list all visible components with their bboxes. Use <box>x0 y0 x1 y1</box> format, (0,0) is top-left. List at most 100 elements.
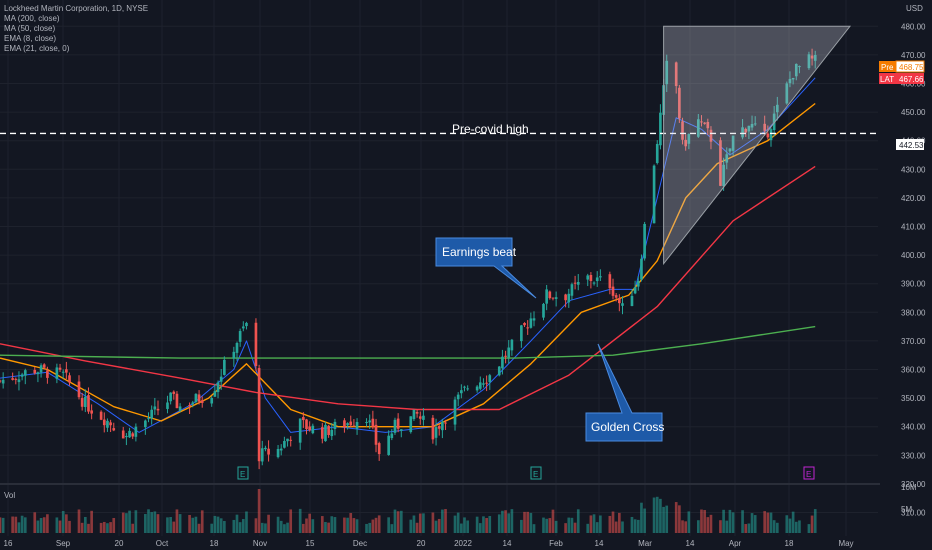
volume-bar <box>791 511 795 533</box>
volume-bar <box>1 517 5 533</box>
volume-bar <box>409 519 413 533</box>
candle-body <box>788 78 792 84</box>
ascending-triangle <box>663 25 852 266</box>
volume-bar <box>254 518 258 533</box>
ma50-line <box>0 165 816 411</box>
volume-bar <box>548 518 552 533</box>
volume-bar <box>102 521 106 533</box>
candle-body <box>412 409 416 420</box>
pre-price-tag: Pre 468.75 <box>879 60 925 73</box>
candle-body <box>595 277 599 282</box>
candle-body <box>542 303 545 318</box>
pre-covid-high-label[interactable]: Pre-covid high <box>452 122 529 136</box>
time-tick-label: 20 <box>417 539 426 548</box>
volume-bar <box>14 516 18 533</box>
indicator-ma200[interactable]: MA (200, close) <box>4 14 60 23</box>
candle-body <box>333 421 337 429</box>
candle-body <box>134 426 138 437</box>
earnings-marker-jan[interactable]: E <box>530 466 542 480</box>
volume-bar <box>390 524 394 533</box>
volume-bar <box>365 523 368 533</box>
volume-bar <box>453 515 457 533</box>
volume-bar <box>355 519 359 533</box>
golden-cross-callout[interactable]: Golden Cross <box>585 343 664 442</box>
candle-body <box>453 399 457 425</box>
time-tick-label: 14 <box>595 539 604 548</box>
candle-body <box>368 420 372 423</box>
volume-bar <box>750 513 754 533</box>
time-axis[interactable] <box>0 536 932 550</box>
candle-body <box>42 364 46 368</box>
indicator-ema8[interactable]: EMA (8, close) <box>4 34 57 43</box>
volume-bar <box>570 517 574 533</box>
volume-bar <box>305 518 308 533</box>
price-axis[interactable] <box>880 0 932 536</box>
volume-bar <box>475 516 479 533</box>
volume-bar <box>55 517 59 533</box>
volume-bar <box>213 515 217 533</box>
volume-bar <box>507 513 511 533</box>
volume-bar <box>393 509 397 533</box>
time-tick-label: 15 <box>306 539 315 548</box>
candle-body <box>200 400 204 403</box>
candle-body <box>102 419 106 426</box>
symbol-title[interactable]: Lockheed Martin Corporation, 1D, NYSE <box>4 4 149 13</box>
drawings[interactable] <box>0 25 878 266</box>
candle-body <box>23 370 27 376</box>
volume-bar <box>178 514 182 533</box>
volume-bar <box>279 520 283 533</box>
volume-bar <box>772 520 776 533</box>
volume-bar <box>437 518 441 533</box>
volume-bar <box>106 523 109 533</box>
candle-body <box>241 326 245 329</box>
volume-bar <box>412 515 416 533</box>
volume-bar <box>87 523 90 533</box>
volume-bar <box>415 522 419 533</box>
time-tick-label: May <box>838 539 853 548</box>
volume-bar <box>20 515 24 533</box>
volume-bar <box>188 514 191 533</box>
candle-body <box>643 223 646 259</box>
volume-bar <box>456 512 460 533</box>
volume-bar <box>99 522 103 533</box>
volume-bar <box>197 523 201 533</box>
price-tick-label: 310.00 <box>901 508 926 517</box>
candle-body <box>551 297 555 299</box>
volume-bar <box>216 516 220 533</box>
candle-body <box>169 392 172 402</box>
price-tick-label: 370.00 <box>901 337 926 346</box>
candle-body <box>564 294 567 301</box>
volume-bar <box>77 509 81 533</box>
candle-body <box>608 274 612 289</box>
price-tick-label: 410.00 <box>901 222 926 231</box>
candle-body <box>665 60 669 85</box>
candle-body <box>197 394 201 402</box>
volume-bar <box>289 509 293 533</box>
candle-body <box>576 282 580 285</box>
volume-bar <box>510 509 514 533</box>
candle-body <box>554 297 558 299</box>
candle-body <box>14 378 18 380</box>
indicator-ema21[interactable]: EMA (21, close, 0) <box>4 44 70 53</box>
volume-bar <box>794 521 798 533</box>
earnings-beat-callout[interactable]: Earnings beat <box>435 237 537 299</box>
candle-body <box>678 87 681 119</box>
candle-body <box>659 112 662 146</box>
volume-bar <box>611 511 615 533</box>
candle-body <box>763 123 767 131</box>
time-tick-label: 14 <box>686 539 695 548</box>
earnings-marker-apr[interactable]: E <box>803 466 815 480</box>
indicator-ma50[interactable]: MA (50, close) <box>4 24 56 33</box>
earnings-marker-oct[interactable]: E <box>237 466 249 480</box>
volume-bar <box>90 510 93 533</box>
candle-body <box>592 282 596 284</box>
candle-body <box>722 164 725 187</box>
volume-bar <box>485 517 488 533</box>
candle-body <box>728 148 732 152</box>
volume-bar <box>434 520 438 533</box>
volume-bar <box>662 506 665 533</box>
svg-text:468.75: 468.75 <box>899 63 924 72</box>
volume-tick-label: 5M <box>901 505 912 514</box>
volume-bar <box>813 509 817 533</box>
